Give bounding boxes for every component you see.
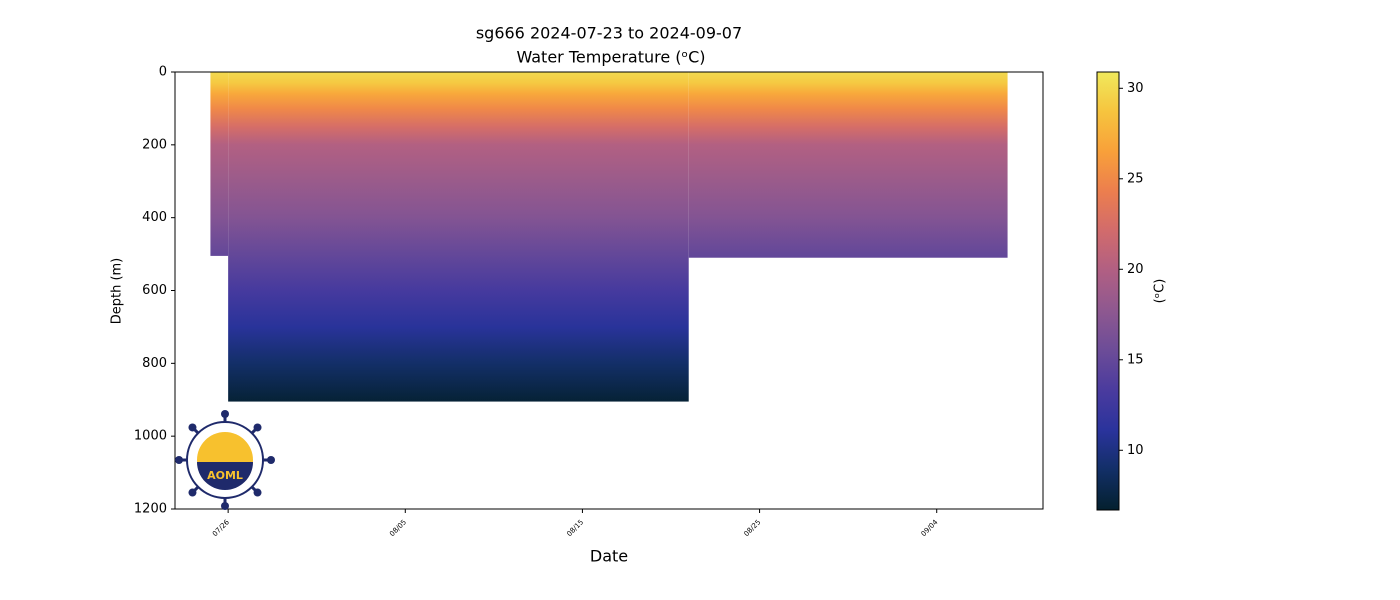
y-tick-label: 200 xyxy=(142,137,167,152)
y-axis-label: Depth (m) xyxy=(110,258,125,325)
colorbar-tick-label: 30 xyxy=(1127,81,1144,96)
logo-knob xyxy=(221,502,229,510)
x-tick-label: 07/26 xyxy=(211,518,231,538)
colorbar-tick-label: 25 xyxy=(1127,171,1144,186)
logo-knob xyxy=(175,456,183,464)
x-tick-label: 08/25 xyxy=(742,518,762,538)
logo-knob xyxy=(221,410,229,418)
logo: AOML xyxy=(175,410,275,510)
logo-knob xyxy=(253,423,262,432)
colorbar xyxy=(1096,71,1120,511)
logo-knob xyxy=(267,456,275,464)
colorbar-tick-label: 20 xyxy=(1127,262,1144,277)
colorbar-tick-label: 15 xyxy=(1127,352,1144,367)
y-tick-label: 400 xyxy=(142,210,167,225)
x-axis-label: Date xyxy=(590,547,628,566)
logo-sea xyxy=(197,462,253,490)
x-tick-label: 09/04 xyxy=(920,518,940,538)
y-tick-label: 1000 xyxy=(134,429,167,444)
colorbar-label: (ᵒC) xyxy=(1153,279,1168,304)
colorbar-tick-label: 10 xyxy=(1127,443,1144,458)
y-tick-label: 1200 xyxy=(134,502,167,517)
logo-knob xyxy=(188,488,197,497)
section-segment xyxy=(210,72,229,256)
x-tick-label: 08/15 xyxy=(565,518,585,538)
logo-text: AOML xyxy=(207,469,243,482)
chart-title: sg666 2024-07-23 to 2024-09-07 xyxy=(476,24,742,43)
logo-knob xyxy=(188,423,197,432)
x-tick-label: 08/05 xyxy=(388,518,408,538)
section-segment xyxy=(688,72,1008,258)
y-tick-label: 0 xyxy=(159,65,167,80)
chart-subtitle: Water Temperature (ᵒC) xyxy=(516,48,705,67)
y-tick-label: 800 xyxy=(142,356,167,371)
logo-knob xyxy=(253,488,262,497)
section-segment xyxy=(228,72,689,402)
y-tick-label: 600 xyxy=(142,283,167,298)
